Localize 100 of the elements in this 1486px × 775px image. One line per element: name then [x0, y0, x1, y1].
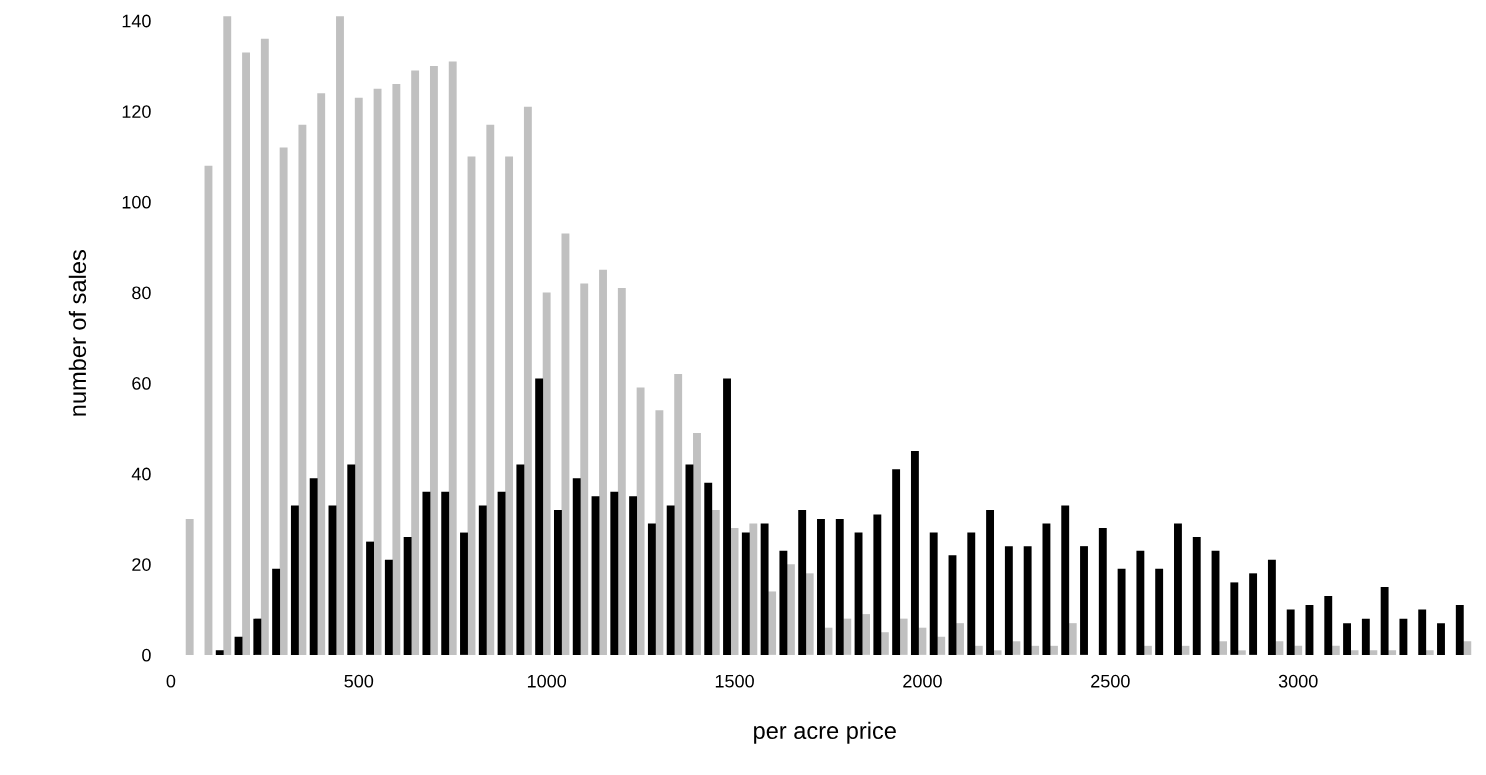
bar [1369, 650, 1378, 655]
y-tick-label: 80 [132, 286, 151, 300]
bar [486, 124, 495, 655]
y-tick-label: 140 [122, 14, 151, 28]
x-tick-label: 2000 [903, 674, 942, 688]
x-tick-label: 1500 [715, 674, 754, 688]
y-tick-label: 120 [122, 105, 151, 118]
bar [1275, 641, 1284, 655]
bar [1350, 650, 1359, 655]
x-tick-label: 500 [344, 674, 374, 688]
bar [629, 496, 638, 655]
y-tick-label: 40 [131, 467, 151, 481]
bar [1117, 568, 1126, 655]
bar [786, 564, 795, 655]
bar [1068, 623, 1077, 655]
y-tick-label: 100 [122, 195, 151, 209]
bar [1455, 605, 1464, 655]
bar [279, 147, 288, 655]
bar [242, 52, 250, 655]
bar [1136, 550, 1145, 655]
bar [1331, 645, 1340, 655]
bar [1463, 641, 1472, 655]
x-tick-label: 2500 [1091, 674, 1130, 688]
bar [497, 491, 506, 655]
bar [1425, 650, 1434, 655]
bar [1192, 537, 1201, 655]
bar [693, 432, 701, 655]
bar [336, 16, 344, 655]
bar [422, 491, 431, 655]
x-tick-label: 0 [166, 674, 176, 688]
bar [429, 65, 438, 655]
bar [873, 514, 882, 655]
bar [993, 650, 1002, 655]
bar [309, 478, 318, 655]
bar [392, 84, 401, 655]
bar [411, 70, 420, 655]
bar [1080, 546, 1088, 655]
bar [215, 650, 224, 655]
bar [535, 378, 544, 655]
bar [290, 505, 299, 655]
bar [704, 482, 713, 655]
bar [516, 464, 525, 655]
bar [317, 93, 326, 655]
bar [674, 374, 683, 655]
bar [1098, 528, 1107, 655]
y-tick-label: 20 [132, 558, 151, 571]
bar [768, 591, 777, 655]
x-tick-label: 3000 [1278, 674, 1318, 688]
x-tick-label: 1000 [527, 674, 567, 688]
bar [185, 518, 194, 655]
bar [1004, 546, 1013, 655]
bar [448, 61, 457, 655]
bar [1361, 618, 1370, 655]
bar [956, 623, 964, 655]
bar [655, 410, 664, 655]
bar [910, 451, 919, 655]
bar [1174, 523, 1182, 655]
bar [478, 505, 487, 655]
bar [805, 573, 814, 655]
bar [1388, 650, 1397, 655]
bar [505, 156, 514, 655]
bar [711, 509, 720, 655]
bar [835, 518, 844, 655]
bar [817, 518, 825, 655]
bar [666, 505, 675, 655]
bar [253, 618, 262, 655]
bar [1023, 546, 1032, 655]
bar [929, 532, 938, 655]
bar [366, 541, 374, 655]
bar [460, 532, 468, 655]
bar [298, 124, 307, 655]
bar [647, 523, 656, 655]
bar [798, 509, 807, 655]
bar [636, 387, 645, 655]
bar [1343, 623, 1351, 655]
bar [880, 632, 889, 655]
x-axis-title: per acre price [754, 721, 896, 744]
bar [373, 88, 382, 655]
bar [523, 106, 532, 655]
bar [1219, 641, 1227, 655]
bar [553, 509, 562, 655]
bar [760, 523, 769, 655]
bar [272, 568, 281, 655]
bar [1324, 595, 1333, 655]
bar [572, 478, 581, 655]
bar [384, 559, 393, 655]
bar [1249, 573, 1258, 655]
bar [617, 287, 626, 655]
bar [779, 550, 788, 655]
bar [741, 532, 750, 655]
bar [610, 491, 619, 655]
bar [862, 614, 871, 655]
bar [1267, 559, 1276, 655]
bar [354, 97, 363, 655]
bar [986, 509, 995, 655]
bar [441, 491, 450, 655]
y-axis-title: number of sales [68, 250, 87, 416]
bar [223, 16, 232, 655]
bar [1380, 586, 1389, 655]
bar [1418, 609, 1427, 655]
